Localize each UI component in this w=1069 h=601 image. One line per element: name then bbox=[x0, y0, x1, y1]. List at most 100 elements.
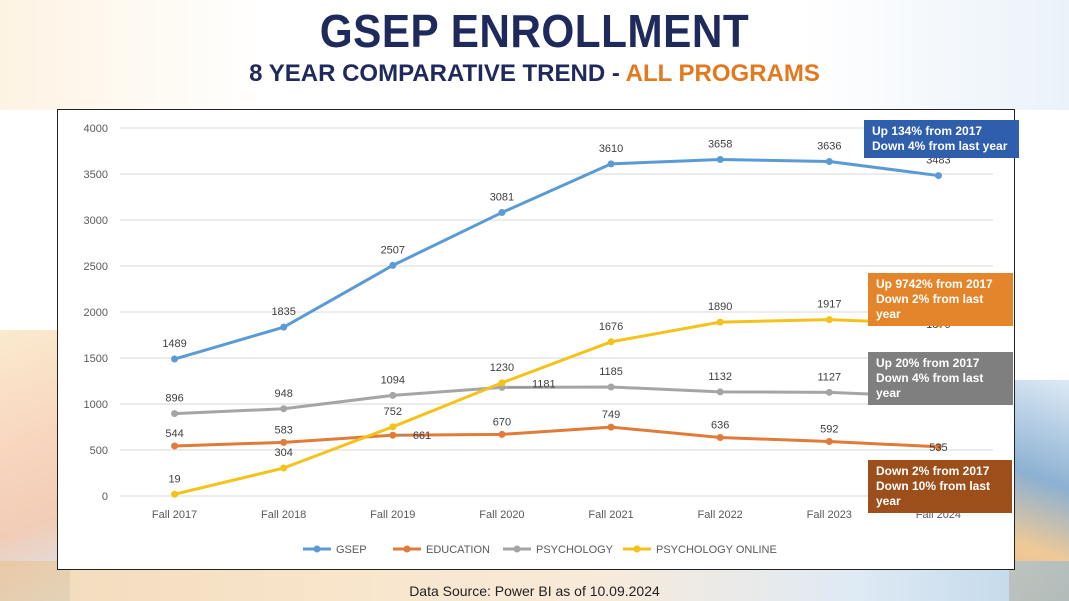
y-tick-label-3500: 3500 bbox=[84, 169, 108, 181]
point-gsep-2 bbox=[389, 261, 397, 269]
data-label-psychology-4: 1185 bbox=[599, 366, 623, 378]
data-label-psychology-5: 1132 bbox=[708, 371, 732, 383]
point-psychology-4 bbox=[607, 383, 615, 391]
callout-psychology-online-line2: Down 2% from last year bbox=[876, 292, 984, 321]
data-label-education-4: 749 bbox=[602, 409, 620, 421]
callout-education-line1: Down 2% from 2017 bbox=[876, 464, 990, 478]
data-label-education-7: 535 bbox=[929, 442, 947, 454]
data-label-psychology-0: 896 bbox=[165, 393, 183, 405]
data-label-psych_online-5: 1890 bbox=[708, 301, 732, 313]
data-label-psychology-1: 948 bbox=[275, 388, 293, 400]
data-label-psych_online-0: 19 bbox=[168, 473, 180, 485]
point-education-3 bbox=[498, 430, 506, 438]
data-label-education-3: 670 bbox=[493, 416, 511, 428]
x-tick-label-1: Fall 2018 bbox=[261, 509, 306, 521]
legend-label-psychology: PSYCHOLOGY bbox=[536, 544, 614, 556]
legend-marker-gsep bbox=[313, 545, 321, 553]
series-line-psychology bbox=[174, 385, 939, 416]
series-line-psych_online bbox=[174, 318, 939, 496]
data-label-psych_online-1: 304 bbox=[275, 447, 293, 459]
legend-label-psych_online: PSYCHOLOGY ONLINE bbox=[656, 544, 777, 556]
point-psych_online-1 bbox=[280, 464, 288, 472]
point-gsep-6 bbox=[825, 157, 833, 165]
point-psych_online-0 bbox=[171, 490, 179, 498]
point-gsep-5 bbox=[716, 155, 724, 163]
point-education-2 bbox=[389, 431, 397, 439]
header-background bbox=[0, 0, 1069, 110]
data-label-psych_online-3: 1230 bbox=[490, 362, 514, 374]
point-gsep-4 bbox=[607, 160, 615, 168]
y-tick-label-500: 500 bbox=[90, 445, 108, 457]
legend-marker-psychology bbox=[513, 545, 521, 553]
point-psychology-5 bbox=[716, 388, 724, 396]
callout-psychology-online-line1: Up 9742% from 2017 bbox=[876, 277, 993, 291]
point-education-6 bbox=[825, 438, 833, 446]
x-tick-label-3: Fall 2020 bbox=[479, 509, 524, 521]
data-label-education-0: 544 bbox=[165, 428, 183, 440]
y-tick-label-3000: 3000 bbox=[84, 215, 108, 227]
point-gsep-0 bbox=[171, 355, 179, 363]
callout-psychology: Up 20% from 2017 Down 4% from last year bbox=[868, 352, 1013, 405]
data-label-gsep-1: 1835 bbox=[271, 306, 295, 318]
point-education-0 bbox=[171, 442, 179, 450]
x-tick-label-0: Fall 2017 bbox=[152, 509, 197, 521]
data-label-psychology-3: 1181 bbox=[532, 378, 556, 390]
data-label-education-1: 583 bbox=[275, 424, 293, 436]
point-psych_online-5 bbox=[716, 318, 724, 326]
line-chart: 0 500 1000 1500 2000 2500 3000 3500 4000 Fall 201… bbox=[84, 123, 993, 556]
series-line-gsep bbox=[174, 157, 939, 361]
point-gsep-7 bbox=[934, 172, 942, 180]
point-psychology-1 bbox=[280, 405, 288, 413]
data-label-psychology-2: 1094 bbox=[381, 374, 405, 386]
page-title: GSEP ENROLLMENT bbox=[319, 5, 750, 57]
data-label-education-2: 661 bbox=[413, 430, 431, 442]
x-tick-label-5: Fall 2022 bbox=[698, 509, 743, 521]
data-label-psychology-6: 1127 bbox=[817, 371, 841, 383]
subtitle-main: 8 YEAR COMPARATIVE TREND - bbox=[249, 60, 620, 87]
data-label-gsep-2: 2507 bbox=[381, 244, 405, 256]
point-gsep-1 bbox=[280, 323, 288, 331]
y-tick-label-4000: 4000 bbox=[84, 123, 108, 135]
point-gsep-3 bbox=[498, 209, 506, 217]
data-label-gsep-5: 3658 bbox=[708, 138, 732, 150]
data-label-gsep-3: 3081 bbox=[490, 192, 514, 204]
callout-education: Down 2% from 2017 Down 10% from last yea… bbox=[868, 460, 1012, 513]
x-tick-label-4: Fall 2021 bbox=[588, 509, 633, 521]
data-label-psych_online-4: 1676 bbox=[599, 321, 623, 333]
data-label-gsep-0: 1489 bbox=[162, 338, 186, 350]
subtitle-accent: ALL PROGRAMS bbox=[625, 60, 820, 87]
page-subtitle: 8 YEAR COMPARATIVE TREND - ALL PROGRAMS bbox=[0, 60, 1069, 88]
callout-education-line2: Down 10% from last year bbox=[876, 479, 991, 508]
x-tick-label-2: Fall 2019 bbox=[370, 509, 415, 521]
y-tick-label-1000: 1000 bbox=[84, 399, 108, 411]
callout-psychology-line1: Up 20% from 2017 bbox=[876, 356, 980, 370]
data-label-gsep-4: 3610 bbox=[599, 143, 623, 155]
legend-marker-education bbox=[403, 545, 411, 553]
point-psychology-0 bbox=[171, 410, 179, 418]
y-tick-label-2000: 2000 bbox=[84, 307, 108, 319]
point-education-7 bbox=[934, 443, 942, 451]
legend-label-gsep: GSEP bbox=[336, 544, 367, 556]
data-label-education-6: 592 bbox=[820, 424, 838, 436]
callout-psychology-line2: Down 4% from last year bbox=[876, 371, 984, 400]
y-tick-label-0: 0 bbox=[102, 491, 108, 503]
series-line-education bbox=[174, 425, 939, 449]
point-education-1 bbox=[280, 438, 288, 446]
point-education-5 bbox=[716, 433, 724, 441]
data-source-note: Data Source: Power BI as of 10.09.2024 bbox=[409, 583, 660, 599]
legend-label-education: EDUCATION bbox=[426, 544, 490, 556]
callout-gsep: Up 134% from 2017 Down 4% from last year bbox=[864, 120, 1019, 158]
data-label-psych_online-2: 752 bbox=[384, 406, 402, 418]
point-psych_online-4 bbox=[607, 338, 615, 346]
y-tick-label-1500: 1500 bbox=[84, 353, 108, 365]
x-tick-label-6: Fall 2023 bbox=[807, 509, 852, 521]
callout-psychology-online: Up 9742% from 2017 Down 2% from last yea… bbox=[868, 273, 1013, 326]
point-education-4 bbox=[607, 423, 615, 431]
point-psych_online-2 bbox=[389, 423, 397, 431]
callout-gsep-line2: Down 4% from last year bbox=[872, 139, 1008, 153]
point-psych_online-6 bbox=[825, 316, 833, 324]
data-label-gsep-6: 3636 bbox=[817, 140, 841, 152]
point-psychology-6 bbox=[825, 388, 833, 396]
legend-marker-psych_online bbox=[633, 545, 641, 553]
callout-gsep-line1: Up 134% from 2017 bbox=[872, 124, 983, 138]
